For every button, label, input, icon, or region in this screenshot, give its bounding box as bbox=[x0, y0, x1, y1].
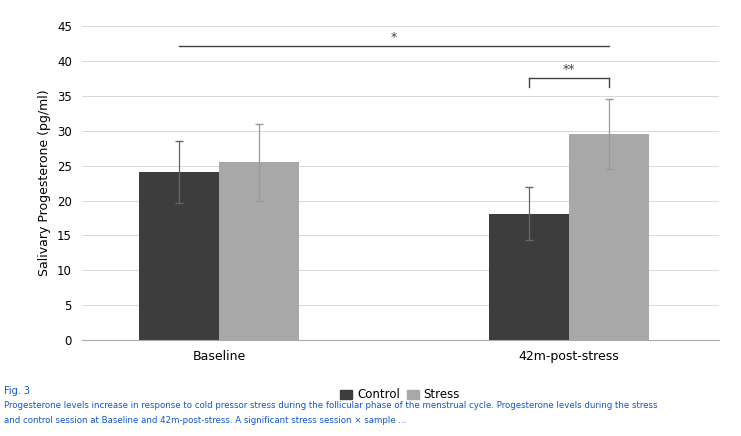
Text: Progesterone levels increase in response to cold pressor stress during the folli: Progesterone levels increase in response… bbox=[4, 401, 657, 410]
Legend: Control, Stress: Control, Stress bbox=[336, 384, 465, 406]
Text: and control session at Baseline and 42m-post-stress. A significant stress sessio: and control session at Baseline and 42m-… bbox=[4, 416, 406, 426]
Bar bbox=[569, 134, 649, 340]
Text: Fig. 3: Fig. 3 bbox=[4, 386, 30, 396]
Bar bbox=[219, 162, 299, 340]
Bar bbox=[489, 214, 569, 340]
Bar bbox=[139, 172, 219, 340]
Text: **: ** bbox=[562, 63, 575, 76]
Text: *: * bbox=[391, 31, 397, 44]
Y-axis label: Salivary Progesterone (pg/ml): Salivary Progesterone (pg/ml) bbox=[39, 90, 51, 276]
